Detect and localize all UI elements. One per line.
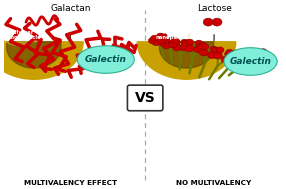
Ellipse shape [199, 49, 208, 56]
Ellipse shape [230, 50, 238, 56]
Text: Galectin: Galectin [85, 55, 127, 64]
Ellipse shape [208, 52, 217, 58]
Ellipse shape [259, 59, 266, 64]
Ellipse shape [244, 61, 253, 67]
Ellipse shape [169, 41, 177, 47]
Ellipse shape [233, 59, 242, 66]
Ellipse shape [250, 61, 257, 67]
Ellipse shape [158, 40, 166, 46]
Ellipse shape [168, 41, 177, 48]
Ellipse shape [194, 46, 202, 53]
FancyBboxPatch shape [128, 85, 163, 111]
Ellipse shape [214, 49, 221, 55]
Ellipse shape [249, 57, 256, 63]
Ellipse shape [221, 56, 230, 63]
Text: Galactan: Galactan [50, 4, 91, 13]
Polygon shape [159, 42, 214, 68]
Text: MULTIVALENCY EFFECT: MULTIVALENCY EFFECT [24, 180, 117, 186]
Text: Polymer
nanoparticle: Polymer nanoparticle [156, 29, 194, 40]
Ellipse shape [237, 55, 245, 61]
Text: NO MULTIVALENCY: NO MULTIVALENCY [176, 180, 252, 186]
Ellipse shape [210, 46, 218, 52]
Ellipse shape [251, 50, 259, 56]
Ellipse shape [172, 38, 179, 43]
Ellipse shape [201, 43, 209, 50]
Ellipse shape [162, 42, 171, 49]
Polygon shape [154, 34, 189, 46]
Ellipse shape [212, 47, 219, 53]
Ellipse shape [239, 59, 247, 65]
Ellipse shape [243, 52, 251, 57]
Ellipse shape [160, 33, 167, 39]
Ellipse shape [239, 55, 247, 62]
Ellipse shape [173, 39, 180, 45]
Ellipse shape [213, 52, 222, 59]
Ellipse shape [181, 39, 188, 45]
Ellipse shape [203, 18, 213, 26]
Ellipse shape [224, 48, 277, 75]
Ellipse shape [150, 35, 158, 41]
Polygon shape [0, 42, 83, 79]
Ellipse shape [157, 37, 166, 43]
Ellipse shape [197, 44, 204, 50]
Ellipse shape [228, 55, 235, 61]
Ellipse shape [265, 61, 273, 67]
Ellipse shape [195, 40, 203, 46]
Ellipse shape [148, 38, 156, 44]
Ellipse shape [156, 33, 164, 39]
Ellipse shape [250, 55, 259, 62]
Ellipse shape [260, 59, 269, 66]
Ellipse shape [173, 44, 182, 51]
Ellipse shape [226, 49, 233, 55]
Ellipse shape [258, 53, 267, 60]
Polygon shape [2, 34, 36, 46]
Ellipse shape [262, 51, 270, 57]
Text: VS: VS [135, 91, 156, 105]
Ellipse shape [259, 62, 267, 68]
Ellipse shape [161, 38, 169, 44]
Text: Lactose: Lactose [197, 4, 232, 13]
Text: Galectin: Galectin [230, 57, 271, 66]
Ellipse shape [255, 52, 262, 58]
Ellipse shape [217, 47, 224, 53]
Ellipse shape [186, 39, 194, 45]
Ellipse shape [199, 43, 207, 48]
Ellipse shape [227, 54, 235, 61]
Ellipse shape [182, 41, 189, 47]
Polygon shape [7, 42, 61, 68]
Ellipse shape [212, 18, 222, 26]
Ellipse shape [168, 37, 176, 43]
Ellipse shape [239, 50, 247, 56]
Ellipse shape [180, 44, 189, 51]
Ellipse shape [225, 51, 232, 57]
Ellipse shape [260, 49, 267, 55]
Polygon shape [137, 42, 236, 79]
Ellipse shape [152, 39, 160, 46]
Ellipse shape [265, 57, 273, 63]
Ellipse shape [254, 61, 263, 68]
Ellipse shape [185, 41, 192, 47]
Ellipse shape [77, 46, 134, 73]
Text: Polymer
nanoparticle: Polymer nanoparticle [3, 29, 41, 40]
Ellipse shape [185, 45, 194, 52]
